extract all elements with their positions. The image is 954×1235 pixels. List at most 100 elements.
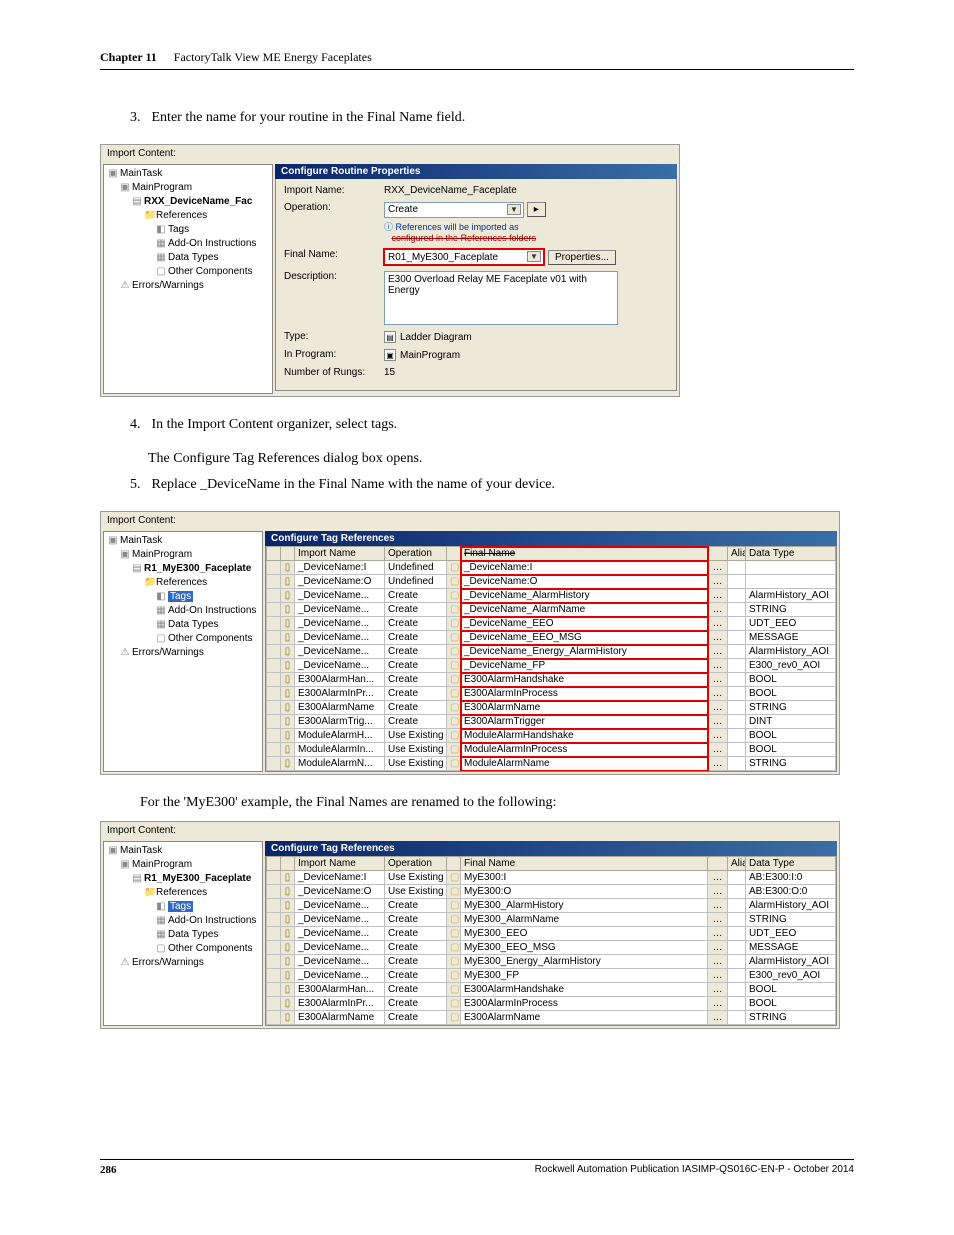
tree-node-errors[interactable]: ⚠Errors/Warnings — [108, 279, 268, 293]
tree-pane[interactable]: ▣MainTask ▣MainProgram ▤R1_MyE300_Facepl… — [103, 841, 263, 1026]
properties-button[interactable]: Properties... — [548, 250, 616, 265]
cell-operation[interactable]: Create — [385, 631, 447, 645]
cell-final-name[interactable]: _DeviceName_Energy_AlarmHistory — [461, 645, 708, 659]
grid-row[interactable]: ▯_DeviceName...Create▢MyE300_EEO_MSG…MES… — [267, 941, 836, 955]
tree-node[interactable]: ▢Other Components — [108, 632, 258, 646]
cell-final-name[interactable]: E300AlarmHandshake — [461, 673, 708, 687]
operation-combo[interactable]: Create — [384, 202, 524, 218]
grid-row[interactable]: ▯_DeviceName...Create▢MyE300_AlarmName…S… — [267, 913, 836, 927]
tree-node-datatypes[interactable]: ▦Data Types — [108, 251, 268, 265]
tree-node-other[interactable]: ▢Other Components — [108, 265, 268, 279]
tree-node-aoi[interactable]: ▦Add-On Instructions — [108, 237, 268, 251]
cell-operation[interactable]: Undefined — [385, 575, 447, 589]
grid-row[interactable]: ▯E300AlarmHan...Create▢E300AlarmHandshak… — [267, 983, 836, 997]
tree-node[interactable]: 📁References — [108, 886, 258, 900]
cell-operation[interactable]: Use Existing — [385, 871, 447, 885]
tree-node-mainprogram[interactable]: ▣MainProgram — [108, 181, 268, 195]
browse-button[interactable]: … — [708, 757, 728, 771]
cell-operation[interactable]: Create — [385, 983, 447, 997]
grid-row[interactable]: ▯_DeviceName...Create▢MyE300_Energy_Alar… — [267, 955, 836, 969]
cell-operation[interactable]: Create — [385, 589, 447, 603]
tree-node-routine[interactable]: ▤RXX_DeviceName_Fac — [108, 195, 268, 209]
cell-final-name[interactable]: E300AlarmInProcess — [461, 687, 708, 701]
cell-operation[interactable]: Create — [385, 687, 447, 701]
cell-operation[interactable]: Create — [385, 603, 447, 617]
cell-final-name[interactable]: _DeviceName_AlarmHistory — [461, 589, 708, 603]
grid-row[interactable]: ▯E300AlarmTrig...Create▢E300AlarmTrigger… — [267, 715, 836, 729]
grid-row[interactable]: ▯_DeviceName...Create▢_DeviceName_AlarmN… — [267, 603, 836, 617]
browse-button[interactable]: … — [708, 927, 728, 941]
tag-grid[interactable]: Import Name Operation Final Name Alias D… — [266, 546, 836, 771]
cell-final-name[interactable]: E300AlarmTrigger — [461, 715, 708, 729]
browse-button[interactable]: … — [708, 687, 728, 701]
browse-button[interactable]: … — [708, 885, 728, 899]
cell-final-name[interactable]: ModuleAlarmInProcess — [461, 743, 708, 757]
grid-row[interactable]: ▯_DeviceName...Create▢MyE300_FP…E300_rev… — [267, 969, 836, 983]
cell-final-name[interactable]: MyE300:I — [461, 871, 708, 885]
cell-final-name[interactable]: MyE300_AlarmName — [461, 913, 708, 927]
tree-node[interactable]: ⚠Errors/Warnings — [108, 646, 258, 660]
cell-operation[interactable]: Create — [385, 955, 447, 969]
grid-row[interactable]: ▯_DeviceName...Create▢_DeviceName_Energy… — [267, 645, 836, 659]
cell-final-name[interactable]: E300AlarmInProcess — [461, 997, 708, 1011]
tree-node[interactable]: ▣MainProgram — [108, 858, 258, 872]
cell-final-name[interactable]: MyE300_EEO — [461, 927, 708, 941]
tree-node[interactable]: ▣MainTask — [108, 844, 258, 858]
cell-operation[interactable]: Use Existing — [385, 729, 447, 743]
tree-node[interactable]: ▤R1_MyE300_Faceplate — [108, 562, 258, 576]
cell-operation[interactable]: Use Existing — [385, 743, 447, 757]
cell-final-name[interactable]: ModuleAlarmHandshake — [461, 729, 708, 743]
browse-button[interactable]: ▸ — [527, 202, 546, 217]
tree-node-maintask[interactable]: ▣MainTask — [108, 167, 268, 181]
cell-operation[interactable]: Create — [385, 899, 447, 913]
tree-node-tags[interactable]: ◧Tags — [108, 900, 258, 914]
grid-row[interactable]: ▯ModuleAlarmN...Use Existing▢ModuleAlarm… — [267, 757, 836, 771]
grid-row[interactable]: ▯E300AlarmNameCreate▢E300AlarmName…STRIN… — [267, 1011, 836, 1025]
browse-button[interactable]: … — [708, 575, 728, 589]
cell-operation[interactable]: Create — [385, 673, 447, 687]
grid-row[interactable]: ▯ModuleAlarmIn...Use Existing▢ModuleAlar… — [267, 743, 836, 757]
browse-button[interactable]: … — [708, 631, 728, 645]
cell-operation[interactable]: Use Existing — [385, 885, 447, 899]
cell-final-name[interactable]: E300AlarmHandshake — [461, 983, 708, 997]
cell-final-name[interactable]: _DeviceName_EEO_MSG — [461, 631, 708, 645]
grid-row[interactable]: ▯_DeviceName...Create▢MyE300_AlarmHistor… — [267, 899, 836, 913]
tree-node[interactable]: ⚠Errors/Warnings — [108, 956, 258, 970]
browse-button[interactable]: … — [708, 673, 728, 687]
cell-final-name[interactable]: E300AlarmName — [461, 1011, 708, 1025]
cell-operation[interactable]: Create — [385, 927, 447, 941]
grid-row[interactable]: ▯_DeviceName...Create▢_DeviceName_EEO…UD… — [267, 617, 836, 631]
cell-final-name[interactable]: MyE300_FP — [461, 969, 708, 983]
tree-node-references[interactable]: 📁References — [108, 209, 268, 223]
tree-node[interactable]: ▣MainProgram — [108, 548, 258, 562]
grid-row[interactable]: ▯_DeviceName...Create▢_DeviceName_FP…E30… — [267, 659, 836, 673]
cell-final-name[interactable]: _DeviceName:O — [461, 575, 708, 589]
cell-operation[interactable]: Undefined — [385, 561, 447, 575]
browse-button[interactable]: … — [708, 715, 728, 729]
tree-node[interactable]: ▦Add-On Instructions — [108, 604, 258, 618]
cell-operation[interactable]: Create — [385, 997, 447, 1011]
cell-operation[interactable]: Create — [385, 701, 447, 715]
cell-operation[interactable]: Create — [385, 913, 447, 927]
browse-button[interactable]: … — [708, 701, 728, 715]
description-textarea[interactable]: E300 Overload Relay ME Faceplate v01 wit… — [384, 271, 618, 325]
grid-pane[interactable]: Import Name Operation Final Name Alias D… — [265, 546, 837, 772]
cell-operation[interactable]: Create — [385, 645, 447, 659]
browse-button[interactable]: … — [708, 589, 728, 603]
cell-final-name[interactable]: MyE300_AlarmHistory — [461, 899, 708, 913]
tree-node[interactable]: ▦Data Types — [108, 928, 258, 942]
browse-button[interactable]: … — [708, 561, 728, 575]
cell-operation[interactable]: Use Existing — [385, 757, 447, 771]
grid-row[interactable]: ▯E300AlarmInPr...Create▢E300AlarmInProce… — [267, 997, 836, 1011]
browse-button[interactable]: … — [708, 941, 728, 955]
browse-button[interactable]: … — [708, 871, 728, 885]
browse-button[interactable]: … — [708, 955, 728, 969]
tree-node-tags[interactable]: ◧Tags — [108, 223, 268, 237]
grid-row[interactable]: ▯_DeviceName...Create▢_DeviceName_AlarmH… — [267, 589, 836, 603]
grid-pane[interactable]: Import Name Operation Final Name Alias D… — [265, 856, 837, 1026]
tree-pane[interactable]: ▣MainTask ▣MainProgram ▤RXX_DeviceName_F… — [103, 164, 273, 394]
browse-button[interactable]: … — [708, 645, 728, 659]
browse-button[interactable]: … — [708, 983, 728, 997]
grid-row[interactable]: ▯E300AlarmInPr...Create▢E300AlarmInProce… — [267, 687, 836, 701]
grid-row[interactable]: ▯E300AlarmHan...Create▢E300AlarmHandshak… — [267, 673, 836, 687]
